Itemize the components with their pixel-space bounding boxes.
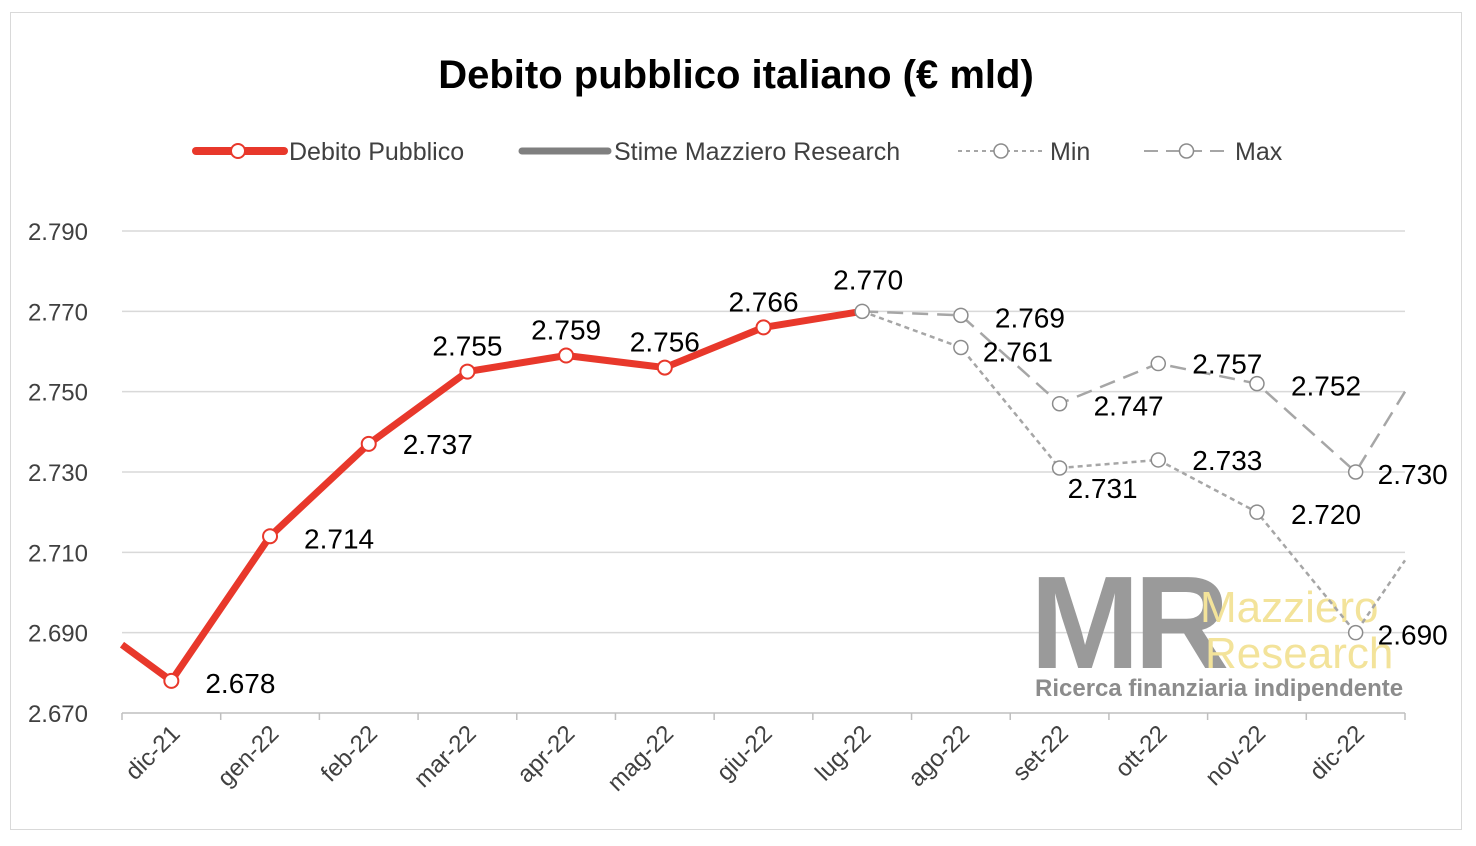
data-label: 2.730 [1378, 459, 1448, 490]
data-point [262, 528, 279, 545]
data-point [1249, 375, 1265, 392]
chart-title: Debito pubblico italiano (€ mld) [438, 53, 1034, 97]
y-tick-label: 2.690 [28, 621, 88, 648]
data-point [953, 339, 969, 356]
data-label: 2.747 [1094, 391, 1164, 422]
data-point [1347, 624, 1364, 641]
y-tick-label: 2.710 [28, 540, 88, 567]
legend-item: Min [958, 138, 1090, 166]
data-label: 2.733 [1192, 445, 1262, 476]
y-axis: 2.670 2.690 2.710 2.730 2.750 2.770 2.790 [28, 219, 88, 728]
x-tick-label: mag-22 [602, 720, 679, 797]
data-label: 2.759 [531, 315, 601, 346]
x-tick-label: ago-22 [903, 720, 975, 792]
logo: MR Mazziero Research Ricerca finanziaria… [1030, 549, 1403, 702]
x-tick-label: nov-22 [1200, 720, 1271, 791]
legend-label: Min [1050, 138, 1090, 166]
data-point [1051, 460, 1068, 476]
data-point [558, 347, 575, 364]
data-label: 2.678 [205, 668, 275, 699]
y-tick-label: 2.670 [28, 701, 88, 728]
data-label: 2.731 [1068, 473, 1138, 504]
data-point [953, 307, 969, 324]
legend-item: Debito Pubblico [192, 138, 464, 166]
data-label: 2.766 [728, 286, 798, 317]
data-point [163, 672, 180, 689]
x-tick-label: set-22 [1008, 720, 1074, 786]
data-point [1347, 464, 1364, 480]
y-tick-label: 2.770 [28, 299, 88, 326]
y-tick-label: 2.750 [28, 380, 88, 407]
legend-label: Debito Pubblico [289, 138, 464, 166]
legend-label: Max [1235, 138, 1283, 166]
legend-swatch-marker [993, 143, 1009, 159]
data-label: 2.720 [1291, 499, 1361, 530]
series-layer [119, 303, 1407, 689]
data-label: 2.757 [1192, 349, 1262, 380]
data-point [1150, 452, 1167, 468]
series-line-debito-pubblico [119, 307, 863, 685]
x-tick-label: mar-22 [409, 720, 482, 793]
x-axis: dic-21 gen-22 feb-22 mar-22 apr-22 mag-22 giu-… [120, 712, 1406, 797]
x-tick-label: feb-22 [316, 720, 383, 787]
data-point [1150, 355, 1167, 372]
x-tick-label: dic-21 [120, 720, 185, 785]
x-tick-label: dic-22 [1305, 720, 1370, 785]
logo-name-line1: Mazziero [1200, 583, 1379, 632]
data-label: 2.761 [983, 336, 1053, 367]
data-point [1051, 395, 1068, 412]
data-label: 2.714 [304, 523, 374, 554]
data-point [459, 363, 476, 380]
legend-swatch-marker [1178, 143, 1195, 159]
data-label: 2.752 [1291, 371, 1361, 402]
data-label: 2.690 [1378, 620, 1448, 651]
legend-label: Stime Mazziero Research [614, 138, 900, 166]
y-tick-label: 2.790 [28, 219, 88, 246]
x-tick-label: lug-22 [810, 720, 876, 786]
data-label: 2.769 [995, 302, 1065, 333]
data-point [755, 319, 772, 336]
legend-item: Max [1144, 138, 1283, 166]
logo-tagline: Ricerca finanziaria indipendente [1035, 675, 1403, 702]
data-label: 2.756 [630, 327, 700, 358]
logo-initials: MR [1030, 549, 1227, 696]
gridlines [122, 230, 1405, 634]
legend-item: Stime Mazziero Research [518, 138, 900, 166]
data-label: 2.770 [833, 264, 903, 295]
data-point [360, 435, 377, 452]
x-tick-label: apr-22 [512, 720, 580, 788]
data-point [656, 359, 673, 376]
x-tick-label: ott-22 [1110, 720, 1172, 782]
x-tick-label: giu-22 [711, 720, 777, 786]
logo-name-line2: Research [1205, 629, 1393, 678]
data-point [1249, 504, 1265, 520]
data-labels: 2.678 2.714 2.737 2.755 2.759 2.756 2.766 2.770… [205, 264, 1447, 699]
legend: Debito Pubblico Stime Mazziero Research Mi… [192, 138, 1283, 166]
data-point [854, 303, 870, 320]
legend-swatch-marker [230, 143, 246, 159]
data-label: 2.737 [403, 429, 473, 460]
y-tick-label: 2.730 [28, 460, 88, 487]
x-tick-label: gen-22 [212, 720, 284, 792]
data-label: 2.755 [432, 331, 502, 362]
